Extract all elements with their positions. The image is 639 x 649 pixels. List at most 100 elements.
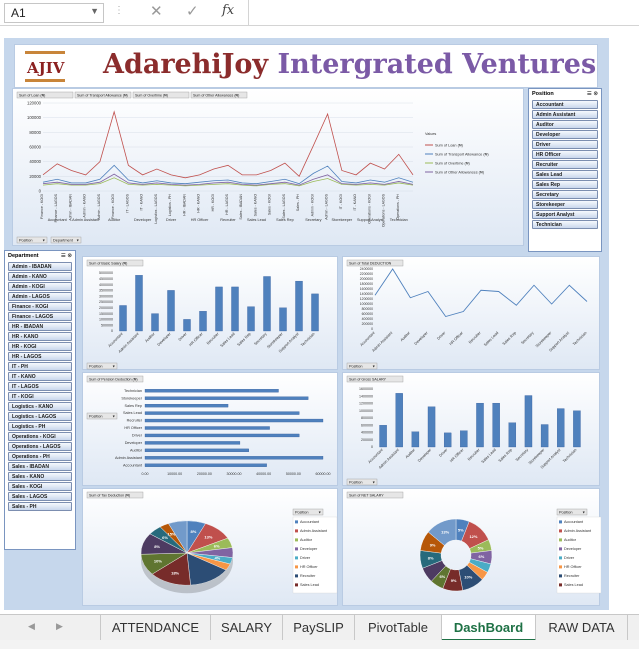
slicer-item[interactable]: Finance - KOGI (8, 302, 72, 311)
chevron-down-icon[interactable]: ▼ (90, 6, 99, 16)
slicer-header: Department ☰ ⊗ (5, 251, 75, 261)
slicer-item[interactable]: Operations - LAGOS (8, 442, 72, 451)
slicer-item[interactable]: Accountant (532, 100, 598, 109)
total-deduction-chart[interactable]: Sum of Total DEDUCTION 0 200000 400000 60000… (342, 256, 600, 370)
legend-box (556, 516, 602, 594)
slicer-item[interactable]: Logistics - LAGOS (8, 412, 72, 421)
slicer-item[interactable]: Admin Assistant (532, 110, 598, 119)
x-tick-label: HR Officer (188, 331, 204, 347)
field-tag-label: Sum of NET SALARY (349, 494, 384, 498)
cancel-icon[interactable]: ✕ (150, 3, 163, 20)
slicer-item[interactable]: Support Analyst (532, 210, 598, 219)
insert-function-button[interactable]: fx (222, 3, 235, 18)
slicer-item[interactable]: IT - LAGOS (8, 382, 72, 391)
slicer-item[interactable]: Sales - KOGI (8, 482, 72, 491)
gross-salary-chart[interactable]: Sum of Gross SALARY 0 200000 400000 600000 80… (342, 372, 600, 486)
slicer-item[interactable]: Admin - LAGOS (8, 292, 72, 301)
slicer-item[interactable]: Storekeeper (532, 200, 598, 209)
slicer-item[interactable]: Admin - KANO (8, 272, 72, 281)
slicer-item[interactable]: Sales Lead (532, 170, 598, 179)
slicer-item[interactable]: Sales - KANO (8, 472, 72, 481)
slicer-item[interactable]: Logistics - PH (8, 422, 72, 431)
slicer-item[interactable]: HR - IBADAN (8, 322, 72, 331)
filter-label: Position (89, 365, 103, 369)
y-tick-label: 1200000 (359, 402, 373, 406)
slicer-item[interactable]: IT - KOGI (8, 392, 72, 401)
y-tick-label: 1000000 (99, 318, 113, 322)
bar (231, 286, 239, 332)
group-label: Support Analyst (357, 218, 385, 222)
y-tick-label: 200000 (361, 438, 373, 442)
legend-label: HR Officer (564, 565, 582, 569)
y-tick-label: Accountant (123, 463, 143, 467)
x-tick-label: Finance - LAGOS (54, 193, 58, 222)
bar (144, 418, 324, 423)
slicer-item[interactable]: HR - LAGOS (8, 352, 72, 361)
slicer-item[interactable]: Sales - PH (8, 502, 72, 511)
slicer-item[interactable]: HR - KANO (8, 332, 72, 341)
tab-prev-icon[interactable]: ◀ (28, 621, 35, 631)
tab-raw-data[interactable]: RAW DATA (536, 615, 628, 641)
position-slicer[interactable]: Position ☰ ⊗ Accountant Admin Assistant Aud… (528, 88, 602, 252)
slicer-item[interactable]: Admin - KOGI (8, 282, 72, 291)
slicer-item[interactable]: Secretary (532, 190, 598, 199)
chevron-down-icon: ▼ (372, 481, 375, 485)
department-slicer[interactable]: Department ☰ ⊗ Admin - IBADAN Admin - KANO… (4, 250, 76, 550)
slicer-item[interactable]: IT - KANO (8, 372, 72, 381)
y-tick-label: 2400000 (360, 267, 373, 271)
slicer-item[interactable]: Admin - IBADAN (8, 262, 72, 271)
field-tag (86, 259, 144, 267)
y-tick-label: 0 (371, 327, 373, 331)
field-tag (346, 491, 404, 499)
slicer-item[interactable]: Sales - LAGOS (8, 492, 72, 501)
slicer-item[interactable]: Sales - IBADAN (8, 462, 72, 471)
slicer-item[interactable]: Auditor (532, 120, 598, 129)
x-tick-label: Developer (417, 447, 433, 463)
slicer-item[interactable]: Driver (532, 140, 598, 149)
slicer-item[interactable]: IT - PH (8, 362, 72, 371)
legend-box (292, 516, 338, 594)
data-label: 12% (469, 534, 477, 539)
slicer-item[interactable]: Sales Rep (532, 180, 598, 189)
tab-attendance[interactable]: ATTENDANCE (101, 615, 211, 641)
basic-salary-chart[interactable]: Sum of Basic Salary (₦) 0 500000 1000000 150… (82, 256, 338, 370)
slicer-item[interactable]: Operations - PH (8, 452, 72, 461)
slicer-item[interactable]: Logistics - KANO (8, 402, 72, 411)
y-tick-label: Driver (132, 434, 143, 438)
bar (144, 441, 241, 445)
tax-deduction-chart[interactable]: Sum of Tax Deduction (₦) 8% 13% 6% 4% 18% 10% 8… (82, 488, 338, 606)
tab-payslip[interactable]: PaySLIP (283, 615, 355, 641)
tab-dashboard[interactable]: DashBoard (442, 615, 536, 641)
name-box[interactable]: A1 ▼ (4, 3, 104, 23)
filter-icon[interactable]: ☰ ⊗ (60, 253, 72, 259)
status-bar (0, 640, 639, 649)
filter-label: Position (89, 415, 103, 419)
slicer-item[interactable]: HR - KOGI (8, 342, 72, 351)
slicer-item[interactable]: Operations - KOGI (8, 432, 72, 441)
net-salary-chart[interactable]: Sum of NET SALARY 5% 12% 5% 6% 10% 9% 6% 8% 9% 13%… (342, 488, 602, 606)
legend-swatch (295, 538, 298, 542)
tab-salary[interactable]: SALARY (211, 615, 283, 641)
x-tick-label: Storekeeper (535, 330, 553, 348)
slicer-item[interactable]: HR Officer (532, 150, 598, 159)
tab-pivottable[interactable]: PivotTable (355, 615, 442, 641)
slicer-item[interactable]: Finance - LAGOS (8, 312, 72, 321)
allowances-line-chart[interactable]: Sum of Loan (₦) Sum of Transport Allowanc… (12, 88, 524, 246)
x-tick-label: Operations - KOGI (367, 194, 371, 224)
x-tick-label: Accountant (359, 330, 376, 347)
enter-icon[interactable]: ✓ (186, 3, 199, 20)
pension-deduction-chart[interactable]: Sum of Pension Deduction (₦) Accountant Ad… (82, 372, 338, 486)
bar (144, 403, 229, 408)
filter-button (346, 478, 378, 486)
slicer-item[interactable]: Technician (532, 220, 598, 229)
filter-icon[interactable]: ☰ ⊗ (586, 91, 598, 97)
legend-label: Sales Lead (564, 583, 583, 587)
y-tick-label: Technician (124, 389, 142, 393)
tab-next-icon[interactable]: ▶ (56, 621, 63, 631)
slicer-item[interactable]: Developer (532, 130, 598, 139)
x-tick-label: Driver (436, 330, 447, 341)
filter-label: Position (349, 481, 363, 485)
slicer-item[interactable]: Recruiter (532, 160, 598, 169)
x-tick-label: 60000.00 (316, 472, 331, 476)
